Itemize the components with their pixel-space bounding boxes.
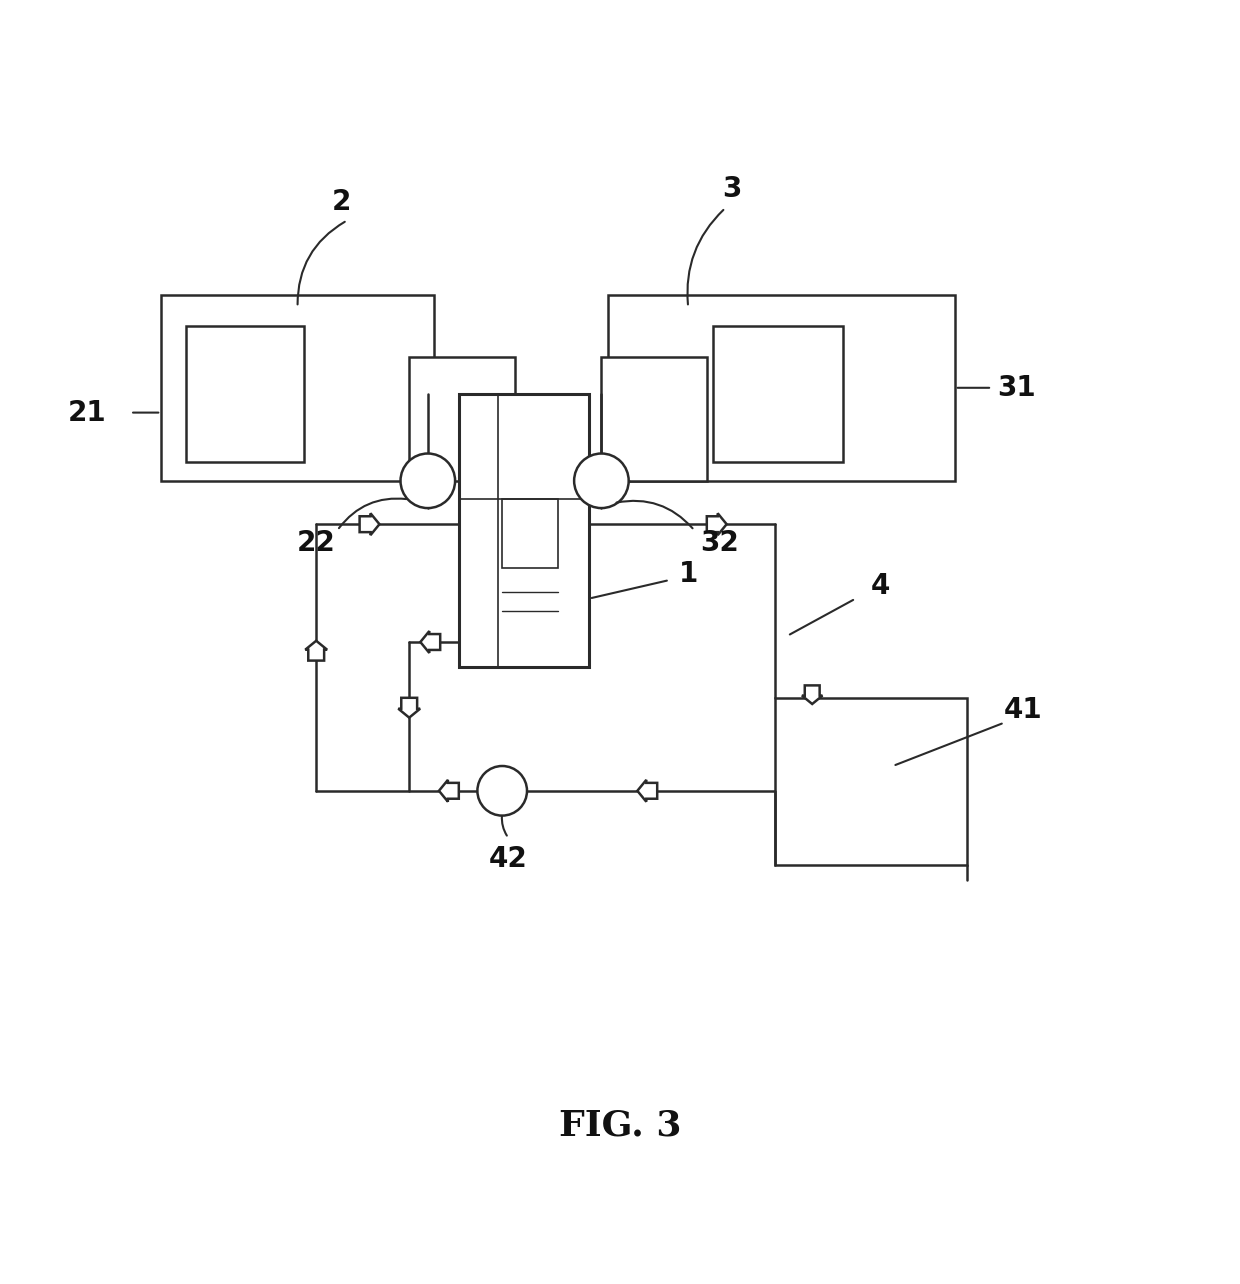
- Polygon shape: [802, 686, 822, 704]
- Bar: [713, 326, 843, 462]
- Polygon shape: [707, 514, 727, 535]
- Bar: [161, 295, 434, 480]
- Polygon shape: [305, 641, 327, 660]
- Polygon shape: [360, 514, 379, 535]
- Text: 42: 42: [489, 845, 528, 873]
- Text: 1: 1: [678, 560, 698, 588]
- Polygon shape: [637, 779, 657, 801]
- Text: 21: 21: [67, 398, 107, 426]
- Circle shape: [477, 767, 527, 815]
- Text: FIG. 3: FIG. 3: [559, 1108, 681, 1143]
- Bar: [409, 357, 515, 480]
- Bar: [502, 499, 558, 568]
- Text: 32: 32: [699, 529, 739, 557]
- Text: 22: 22: [296, 529, 336, 557]
- Text: 31: 31: [997, 374, 1037, 402]
- Circle shape: [401, 453, 455, 508]
- Polygon shape: [420, 632, 440, 652]
- Text: 2: 2: [331, 187, 351, 216]
- Polygon shape: [398, 697, 420, 718]
- Bar: [775, 697, 967, 865]
- Bar: [601, 357, 707, 480]
- Text: 41: 41: [1003, 696, 1043, 724]
- Text: 4: 4: [870, 573, 890, 600]
- Circle shape: [574, 453, 629, 508]
- Text: 3: 3: [722, 176, 742, 203]
- Polygon shape: [439, 779, 459, 801]
- Bar: [186, 326, 304, 462]
- Bar: [608, 295, 955, 480]
- Bar: [459, 394, 589, 666]
